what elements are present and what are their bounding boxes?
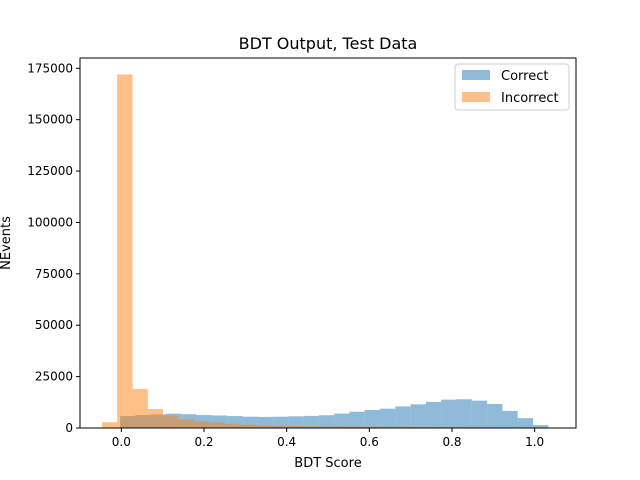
plot-frame [79, 57, 577, 429]
bar-correct-25 [502, 410, 518, 428]
bar-correct-24 [487, 403, 503, 428]
bar-incorrect-19 [392, 426, 408, 428]
x-tick-label: 0.8 [442, 435, 461, 449]
x-tick-label: 0.0 [112, 435, 131, 449]
bar-correct-27 [533, 425, 549, 428]
y-tick-label: 125000 [27, 164, 73, 178]
x-axis-label: BDT Score [294, 456, 361, 471]
y-tick-label: 0 [65, 421, 73, 435]
bar-incorrect-20 [407, 426, 424, 428]
y-tick-label: 25000 [35, 370, 73, 384]
bar-correct-19 [410, 404, 426, 428]
bar-incorrect-18 [377, 426, 393, 428]
bar-incorrect-3 [147, 409, 164, 428]
x-tick-label: 0.6 [360, 435, 379, 449]
y-axis-ticks: 0 25000 50000 75000 100000 125000 150000 175000 [27, 61, 80, 435]
bar-incorrect-9 [239, 424, 255, 428]
legend-swatch-correct [462, 70, 490, 80]
legend-label-incorrect: Incorrect [501, 91, 559, 106]
bar-correct-23 [471, 400, 488, 428]
bar-correct-12 [303, 415, 319, 428]
y-tick-label: 150000 [27, 113, 73, 127]
bar-incorrect-6 [193, 421, 209, 428]
bar-correct-7 [227, 416, 243, 428]
bar-correct-18 [395, 406, 411, 428]
x-axis-ticks: 0.0 0.2 0.4 0.6 0.8 1.0 [112, 428, 544, 449]
bar-correct-14 [334, 413, 350, 428]
bar-correct-20 [425, 401, 442, 428]
bar-incorrect-17 [361, 426, 378, 428]
bar-correct-26 [517, 418, 534, 428]
bar-incorrect-14 [316, 426, 332, 428]
bar-incorrect-8 [224, 423, 240, 428]
legend: Correct Incorrect [454, 63, 570, 111]
bar-correct-15 [349, 411, 365, 428]
bar-incorrect-11 [270, 425, 286, 428]
bar-correct-10 [273, 416, 289, 428]
legend-swatch-incorrect [462, 92, 490, 102]
bar-correct-9 [257, 416, 274, 428]
bar-correct-16 [364, 409, 381, 428]
bar-incorrect-16 [346, 426, 362, 428]
y-tick-label: 75000 [35, 267, 73, 281]
bar-incorrect-12 [285, 425, 301, 428]
x-tick-label: 0.4 [277, 435, 296, 449]
bar-correct-8 [242, 416, 258, 428]
legend-label-correct: Correct [501, 69, 548, 84]
y-tick-label: 175000 [27, 61, 73, 75]
bar-correct-13 [318, 415, 335, 428]
bar-incorrect-1 [117, 74, 133, 428]
y-tick-label: 100000 [27, 215, 73, 229]
bar-correct-11 [288, 416, 304, 428]
bar-incorrect-15 [331, 426, 347, 428]
bar-correct-21 [441, 399, 457, 428]
bar-incorrect-13 [300, 426, 317, 428]
x-tick-label: 1.0 [525, 435, 544, 449]
y-tick-label: 50000 [35, 318, 73, 332]
bar-correct-22 [456, 399, 472, 428]
bars-layer [101, 74, 561, 428]
chart-title: BDT Output, Test Data [239, 34, 418, 53]
y-axis-label: NEvents [0, 216, 14, 270]
bar-incorrect-5 [178, 419, 194, 428]
bar-incorrect-4 [163, 415, 179, 428]
bar-correct-17 [380, 408, 396, 428]
x-tick-label: 0.2 [194, 435, 213, 449]
bar-incorrect-2 [132, 388, 148, 428]
bar-incorrect-7 [208, 422, 225, 428]
bar-incorrect-10 [254, 425, 271, 428]
bar-incorrect-0 [101, 422, 118, 428]
